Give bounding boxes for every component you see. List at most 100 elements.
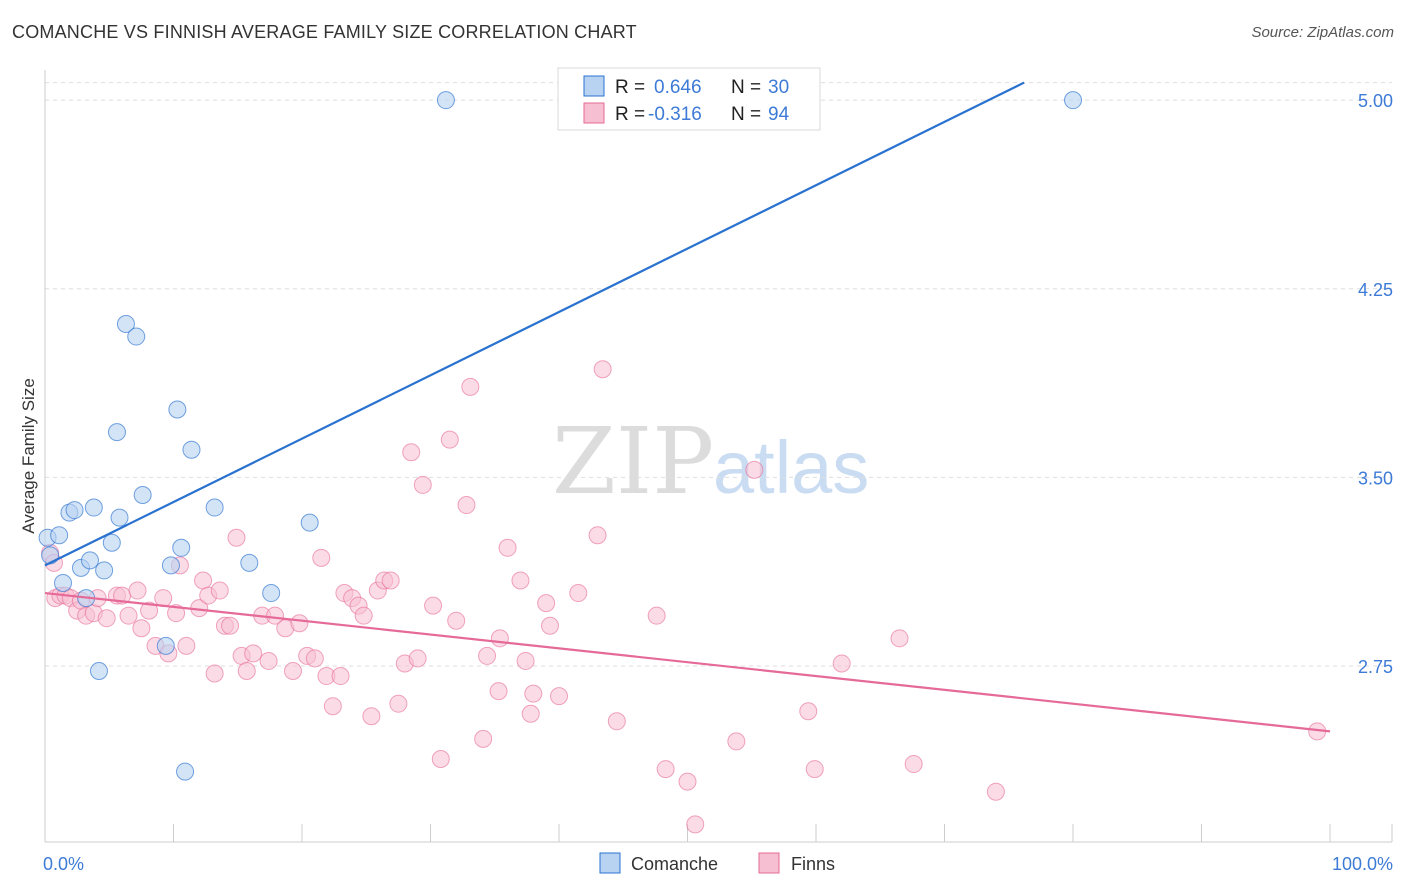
finns-point — [593, 360, 612, 379]
comanche-point — [95, 561, 114, 580]
bottom-legend-swatch-finns — [758, 852, 780, 874]
comanche-point — [84, 498, 103, 517]
comanche-point — [176, 762, 195, 781]
comanche-point — [53, 573, 72, 592]
comanche-point — [205, 498, 224, 517]
y-tick-label: 3.50 — [1358, 468, 1393, 488]
comanche-point — [133, 485, 152, 504]
bottom-legend-comanche: Comanche — [631, 854, 718, 874]
comanche-point — [156, 636, 175, 655]
finns-point — [362, 707, 381, 726]
comanche-point — [127, 327, 146, 346]
comanche-point — [89, 662, 108, 681]
chart-title: COMANCHE VS FINNISH AVERAGE FAMILY SIZE … — [12, 22, 637, 42]
legend-r-label-comanche: R = — [615, 77, 645, 98]
comanche-points — [38, 91, 1082, 781]
finns-point — [498, 538, 517, 557]
finns-point — [727, 732, 746, 751]
comanche-point — [116, 314, 135, 333]
finns-point — [128, 581, 147, 600]
finns-point — [550, 687, 568, 706]
finns-point — [832, 654, 851, 673]
watermark: ZIP atlas — [552, 408, 869, 515]
comanche-point — [161, 556, 180, 575]
legend-swatch-finns — [583, 102, 605, 124]
comanche-point — [436, 91, 455, 110]
trend-lines — [44, 81, 1331, 733]
comanche-point — [80, 551, 99, 570]
finns-point — [140, 601, 159, 620]
finns-point — [331, 667, 350, 686]
finns-point — [259, 651, 278, 670]
finns-point — [97, 609, 116, 628]
finns-trend-line — [44, 591, 1331, 733]
finns-point — [266, 606, 285, 625]
comanche-point — [240, 553, 259, 572]
finns-point — [167, 604, 186, 623]
finns-point — [194, 571, 213, 590]
finns-point — [588, 526, 607, 545]
x-tick-label-min: 0.0% — [43, 854, 84, 874]
finns-point — [678, 772, 697, 791]
finns-point — [323, 697, 342, 716]
finns-point — [686, 815, 705, 834]
finns-point — [647, 606, 666, 625]
finns-point — [478, 646, 497, 665]
watermark-atlas: atlas — [713, 426, 869, 509]
legend-r-value-comanche: 0.646 — [654, 77, 702, 98]
comanche-point — [50, 526, 69, 545]
legend-r-label-finns: R = — [615, 104, 645, 125]
finns-point — [447, 611, 466, 630]
comanche-point — [65, 501, 84, 520]
finns-point — [904, 755, 923, 774]
finns-point — [431, 750, 450, 769]
finns-point — [221, 616, 240, 635]
finns-point — [402, 443, 421, 462]
series-legend: Comanche Finns — [599, 852, 835, 874]
finns-point — [205, 664, 224, 683]
finns-point — [408, 649, 427, 668]
finns-point — [521, 704, 540, 723]
finns-point — [541, 616, 560, 635]
finns-point — [656, 760, 675, 779]
legend-n-value-comanche: 30 — [768, 77, 789, 98]
legend-r-value-finns: -0.316 — [648, 104, 702, 125]
finns-point — [569, 584, 588, 603]
watermark-zip: ZIP — [552, 408, 714, 515]
finns-point — [511, 571, 530, 590]
source-credit: Source: ZipAtlas.com — [1251, 24, 1394, 41]
y-tick-labels: 2.75 3.50 4.25 5.00 — [1358, 91, 1393, 677]
finns-point — [354, 606, 373, 625]
legend-swatch-comanche — [583, 75, 605, 97]
finns-point — [227, 528, 246, 547]
comanche-point — [102, 533, 121, 552]
finns-point — [424, 596, 443, 615]
legend-n-label-finns: N = — [731, 104, 761, 125]
finns-point — [461, 377, 480, 396]
comanche-point — [300, 513, 319, 532]
finns-point — [745, 460, 764, 479]
finns-point — [607, 712, 626, 731]
finns-point — [381, 571, 400, 590]
finns-point — [305, 649, 324, 668]
finns-point — [490, 629, 509, 648]
finns-point — [290, 614, 309, 633]
axes — [44, 70, 1393, 843]
finns-point — [805, 760, 824, 779]
finns-point — [177, 636, 196, 655]
comanche-point — [110, 508, 129, 527]
finns-point — [890, 629, 909, 648]
bottom-legend-swatch-comanche — [599, 852, 621, 874]
y-tick-label: 2.75 — [1358, 657, 1393, 677]
comanche-point — [1064, 91, 1082, 110]
finns-point — [312, 548, 331, 567]
finns-point — [132, 619, 151, 638]
finns-point — [284, 662, 303, 681]
y-axis-label: Average Family Size — [19, 378, 38, 534]
finns-point — [210, 581, 229, 600]
finns-point — [986, 782, 1005, 801]
finns-point — [537, 594, 556, 613]
finns-point — [799, 702, 818, 721]
finns-point — [474, 729, 493, 748]
